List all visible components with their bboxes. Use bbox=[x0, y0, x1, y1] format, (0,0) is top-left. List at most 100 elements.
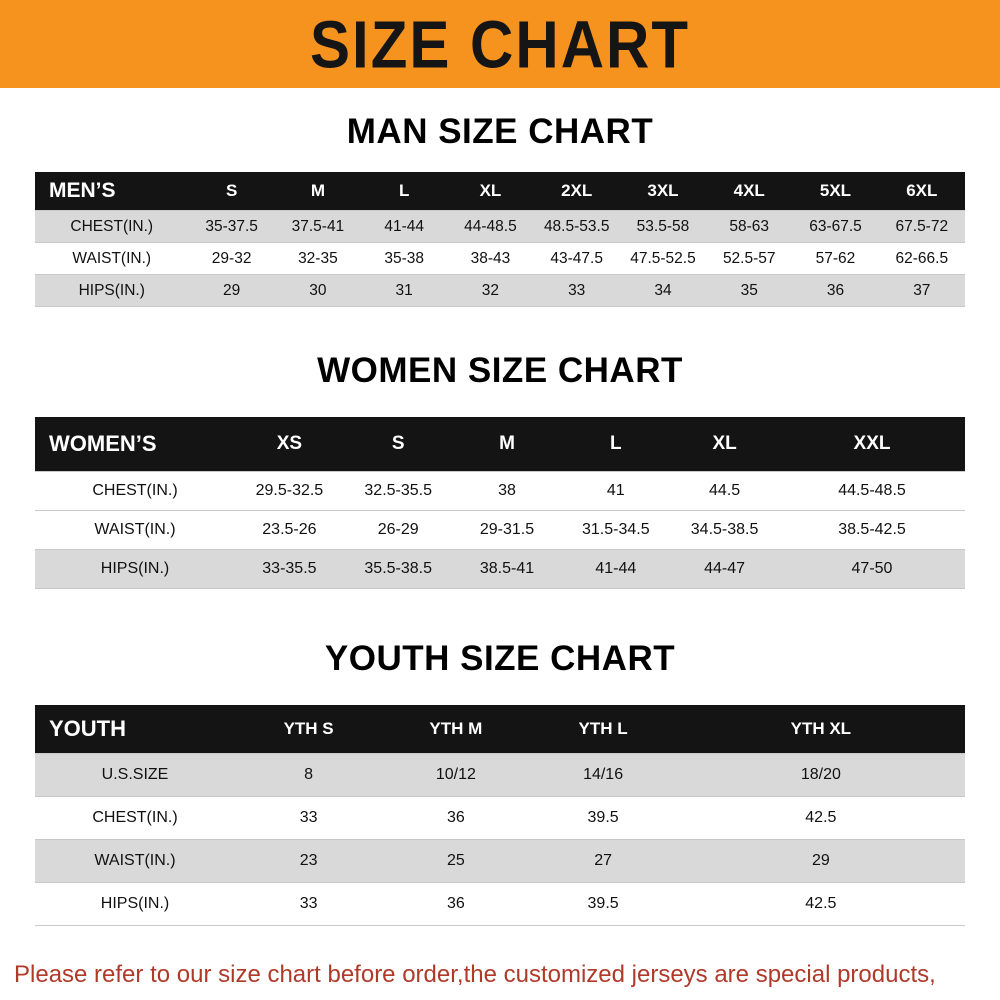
row-label-cell: U.S.SIZE bbox=[101, 766, 169, 783]
value-cell: 31 bbox=[395, 281, 413, 299]
value-cell: 37 bbox=[913, 281, 931, 299]
value-cell: 23 bbox=[299, 852, 318, 869]
value-cell: 27 bbox=[594, 852, 612, 869]
value-cell: 34 bbox=[654, 281, 672, 299]
header-row: MEN’S S M L XL 2XL 3XL 4XL 5XL 6XL bbox=[35, 172, 965, 211]
value-cell: 34.5-38.5 bbox=[690, 521, 759, 538]
value-cell: 47-50 bbox=[851, 560, 893, 577]
value-cell: 30 bbox=[309, 281, 327, 299]
youth-size-heading: YOUTH SIZE CHART bbox=[324, 639, 676, 678]
table-row: CHEST(IN.) 33 36 39.5 42.5 bbox=[35, 797, 965, 840]
size-header-cell: YTH L bbox=[529, 705, 677, 754]
value-cell: 32.5-35.5 bbox=[364, 482, 432, 499]
value-cell: 37.5-41 bbox=[291, 217, 345, 235]
value-cell: 29.5-32.5 bbox=[255, 482, 324, 499]
man-size-table: MEN’S S M L XL 2XL 3XL 4XL 5XL 6XL CHEST(IN.) 35-37… bbox=[35, 172, 965, 307]
header-row: WOMEN’S XS S M L XL XXL bbox=[35, 417, 965, 472]
women-size-table: WOMEN’S XS S M L XL XXL CHEST(IN.) 29.5-32.5 32.5… bbox=[35, 417, 965, 589]
size-header-cell: YTH S bbox=[235, 705, 383, 754]
size-header-cell: S bbox=[343, 417, 453, 472]
value-cell: 32 bbox=[481, 281, 500, 299]
value-cell: 39.5 bbox=[587, 895, 619, 912]
women-size-section: WOMEN SIZE CHART WOMEN’S XS S M L XL XXL CHEST(… bbox=[0, 351, 1000, 589]
value-cell: 43-47.5 bbox=[550, 249, 603, 267]
value-cell: 33 bbox=[299, 895, 318, 912]
value-cell: 41-44 bbox=[384, 217, 424, 235]
size-header-cell: M bbox=[452, 417, 562, 472]
value-cell: 44.5-48.5 bbox=[838, 482, 906, 499]
value-cell: 36 bbox=[826, 281, 845, 299]
value-cell: 10/12 bbox=[435, 766, 476, 783]
value-cell: 63-67.5 bbox=[809, 217, 862, 235]
value-cell: 42.5 bbox=[805, 809, 837, 826]
size-header-cell: XL bbox=[447, 172, 534, 211]
size-chart-content: MAN SIZE CHART MEN’S S M L XL 2XL 3XL 4XL 5XL 6XL… bbox=[0, 112, 1000, 1000]
value-cell: 33 bbox=[568, 281, 586, 299]
row-label-cell: WAIST(IN.) bbox=[72, 249, 152, 267]
value-cell: 62-66.5 bbox=[895, 249, 949, 267]
table-row: HIPS(IN.) 33-35.5 35.5-38.5 38.5-41 41-44 44-… bbox=[35, 549, 965, 589]
row-label-cell: HIPS(IN.) bbox=[100, 560, 170, 577]
table-title-cell: YOUTH bbox=[35, 705, 235, 754]
page-title: SIZE CHART bbox=[310, 6, 690, 82]
value-cell: 25 bbox=[446, 852, 465, 869]
value-cell: 29-31.5 bbox=[479, 521, 535, 538]
size-header-cell: XL bbox=[670, 417, 779, 472]
youth-size-section: YOUTH SIZE CHART YOUTH YTH S YTH M YTH L YTH… bbox=[0, 639, 1000, 926]
size-header-cell: L bbox=[361, 172, 448, 211]
value-cell: 35 bbox=[740, 281, 758, 299]
value-cell: 42.5 bbox=[805, 895, 837, 912]
value-cell: 29 bbox=[223, 281, 241, 299]
value-cell: 44-48.5 bbox=[464, 217, 517, 235]
size-header-cell: L bbox=[561, 417, 671, 472]
value-cell: 57-62 bbox=[815, 249, 856, 267]
value-cell: 44-47 bbox=[704, 560, 746, 577]
man-size-section: MAN SIZE CHART MEN’S S M L XL 2XL 3XL 4XL 5XL 6XL… bbox=[0, 112, 1000, 307]
size-header-cell: 6XL bbox=[878, 172, 965, 211]
value-cell: 33 bbox=[299, 809, 318, 826]
table-row: CHEST(IN.) 35-37.5 37.5-41 41-44 44-48.5 48.5… bbox=[35, 210, 965, 243]
man-size-heading: MAN SIZE CHART bbox=[346, 112, 654, 151]
women-size-heading: WOMEN SIZE CHART bbox=[317, 351, 683, 390]
size-header-cell: M bbox=[274, 172, 362, 211]
value-cell: 53.5-58 bbox=[636, 217, 690, 235]
value-cell: 38 bbox=[498, 482, 516, 499]
table-row: WAIST(IN.) 29-32 32-35 35-38 38-43 43-47.5 47.… bbox=[35, 243, 965, 275]
value-cell: 18/20 bbox=[800, 766, 841, 783]
value-cell: 23.5-26 bbox=[262, 521, 317, 538]
banner: SIZE CHART bbox=[0, 0, 1000, 88]
value-cell: 35-38 bbox=[384, 249, 424, 267]
value-cell: 52.5-57 bbox=[722, 249, 776, 267]
table-row: HIPS(IN.) 29 30 31 32 33 34 35 36 37 bbox=[35, 274, 965, 307]
value-cell: 33-35.5 bbox=[262, 560, 317, 577]
size-header-cell: YTH M bbox=[382, 705, 530, 754]
row-label-cell: CHEST(IN.) bbox=[70, 217, 154, 235]
value-cell: 48.5-53.5 bbox=[543, 217, 610, 235]
row-label-cell: WAIST(IN.) bbox=[94, 521, 176, 538]
size-header-cell: 2XL bbox=[533, 172, 620, 211]
value-cell: 44.5 bbox=[709, 482, 741, 499]
value-cell: 29 bbox=[811, 852, 830, 869]
value-cell: 41 bbox=[606, 482, 625, 499]
value-cell: 38-43 bbox=[470, 249, 511, 267]
value-cell: 35.5-38.5 bbox=[364, 560, 432, 577]
value-cell: 39.5 bbox=[587, 809, 619, 826]
header-row: YOUTH YTH S YTH M YTH L YTH XL bbox=[35, 705, 965, 754]
value-cell: 38.5-42.5 bbox=[838, 521, 906, 538]
order-note-line-1: Please refer to our size chart before or… bbox=[14, 961, 936, 988]
table-row: WAIST(IN.) 23 25 27 29 bbox=[35, 839, 965, 883]
row-label-cell: CHEST(IN.) bbox=[92, 482, 178, 499]
row-label-cell: HIPS(IN.) bbox=[78, 281, 145, 299]
table-row: CHEST(IN.) 29.5-32.5 32.5-35.5 38 41 44.5 44.5… bbox=[35, 471, 965, 511]
value-cell: 36 bbox=[446, 895, 465, 912]
value-cell: 14/16 bbox=[583, 766, 624, 783]
table-row: U.S.SIZE 8 10/12 14/16 18/20 bbox=[35, 753, 965, 797]
value-cell: 31.5-34.5 bbox=[581, 521, 650, 538]
value-cell: 8 bbox=[304, 766, 314, 783]
order-note: Please refer to our size chart before or… bbox=[0, 956, 1000, 1000]
size-header-cell: XS bbox=[235, 417, 344, 472]
value-cell: 58-63 bbox=[729, 217, 770, 235]
youth-size-table: YOUTH YTH S YTH M YTH L YTH XL U.S.SIZE 8 10/12… bbox=[35, 705, 965, 926]
value-cell: 47.5-52.5 bbox=[630, 249, 696, 267]
value-cell: 67.5-72 bbox=[895, 217, 949, 235]
